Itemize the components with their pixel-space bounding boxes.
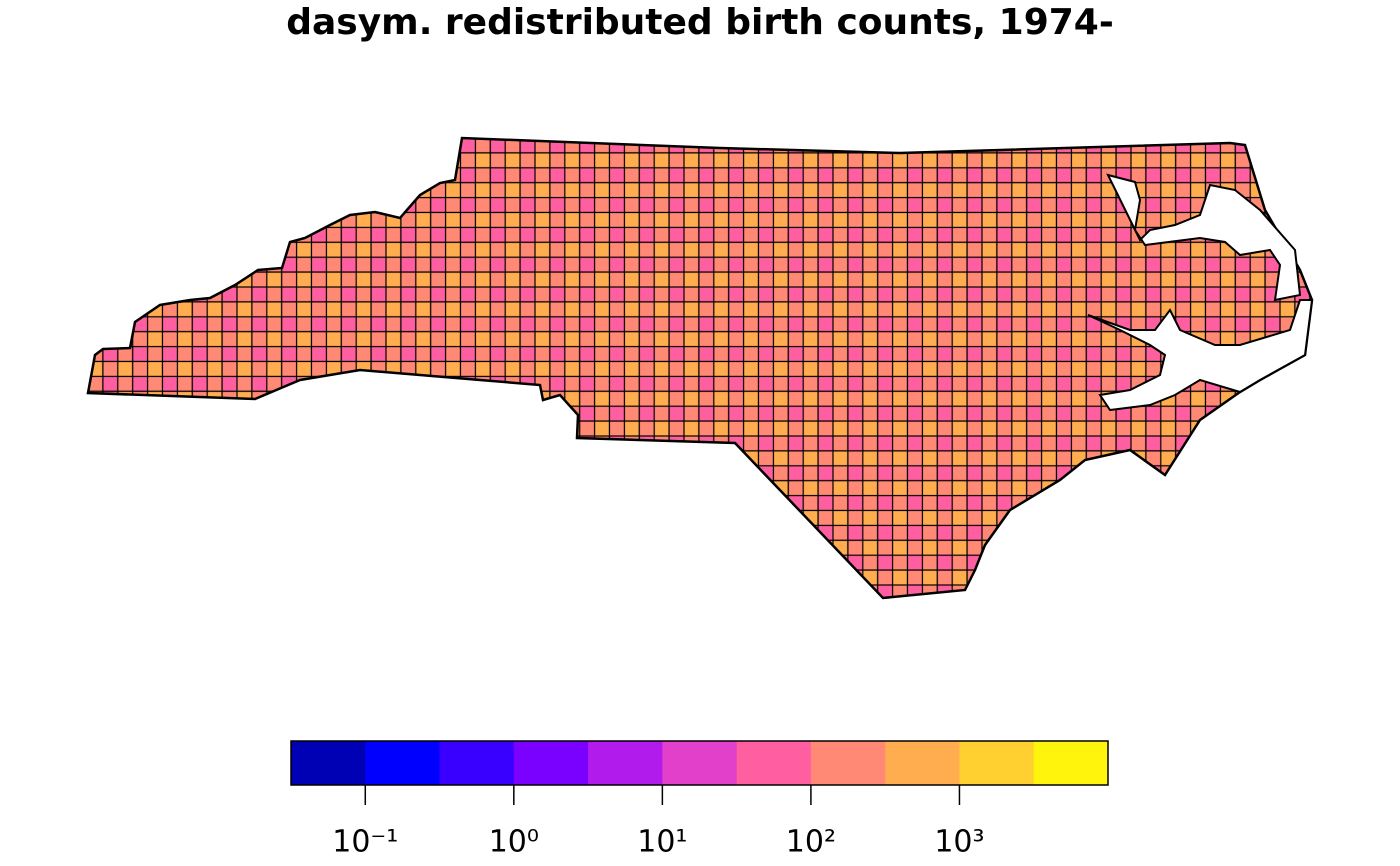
state-map xyxy=(86,136,1314,600)
color-legend: 10⁻¹ 10⁰ 10¹ 10² 10³ xyxy=(290,740,1109,860)
chart-title: dasym. redistributed birth counts, 1974- xyxy=(286,2,1114,43)
legend-swatch xyxy=(365,741,441,785)
legend-frame xyxy=(290,740,1109,786)
legend-swatch xyxy=(588,741,663,785)
tick-label: 10¹ xyxy=(637,825,687,860)
legend-swatch xyxy=(810,741,886,785)
legend-swatch xyxy=(439,741,515,785)
legend-swatch xyxy=(513,741,589,785)
legend-swatch xyxy=(736,741,812,785)
legend-swatch xyxy=(662,741,738,785)
legend-swatch xyxy=(1033,741,1109,785)
legend-swatch xyxy=(959,741,1035,785)
legend-swatch xyxy=(291,741,366,785)
albemarle-sound xyxy=(1106,173,1302,302)
tick-label: 10⁰ xyxy=(489,825,539,860)
legend-swatch xyxy=(885,741,960,785)
pamlico-sound xyxy=(1087,299,1314,412)
tick-label: 10³ xyxy=(934,825,984,860)
tick-label: 10² xyxy=(786,825,836,860)
tick-label: 10⁻¹ xyxy=(332,825,398,860)
